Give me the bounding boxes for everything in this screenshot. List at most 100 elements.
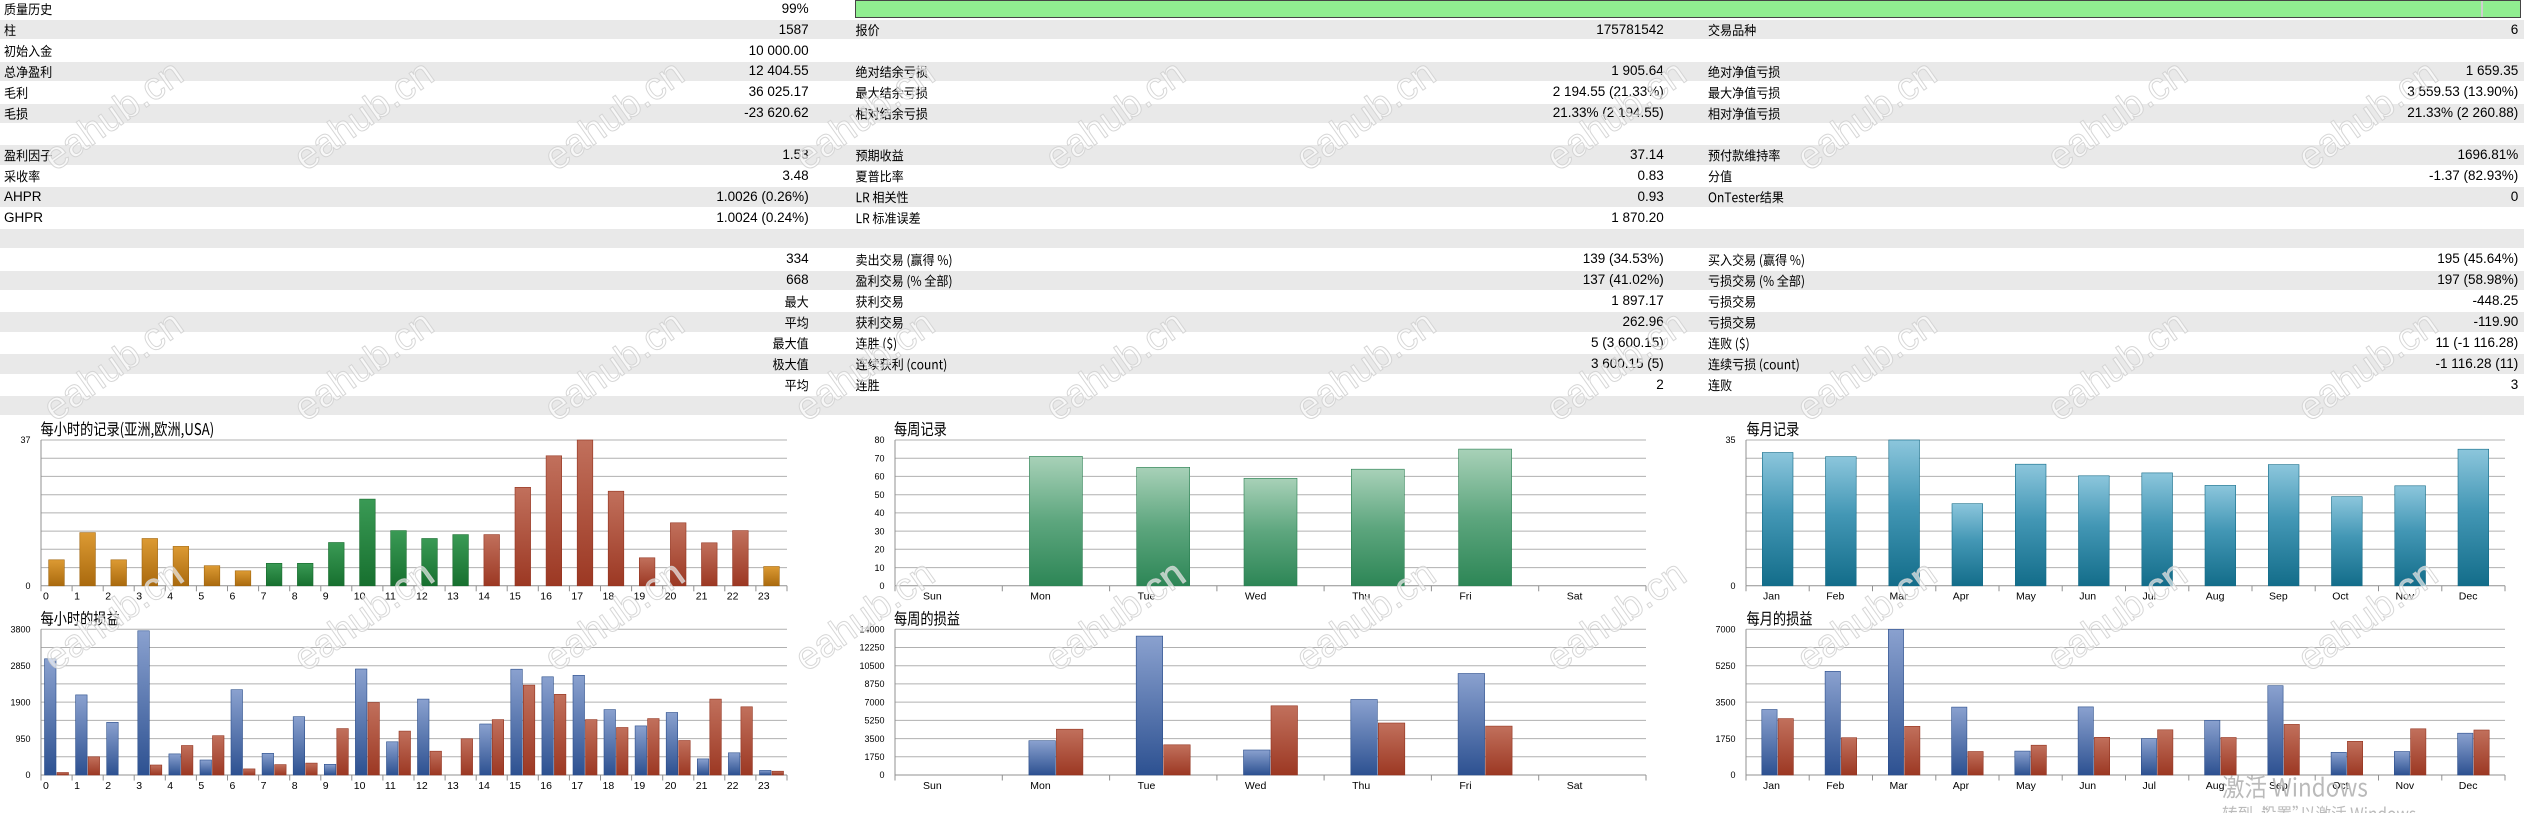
svg-text:eahub.cn: eahub.cn: [1789, 552, 1945, 680]
svg-text:60: 60: [874, 472, 884, 482]
svg-text:eahub.cn: eahub.cn: [2039, 302, 2195, 430]
svg-text:3800: 3800: [10, 625, 30, 635]
svg-text:23: 23: [758, 780, 770, 792]
svg-text:3: 3: [136, 780, 142, 792]
svg-text:Jun: Jun: [2079, 591, 2096, 603]
svg-text:Sun: Sun: [923, 780, 942, 792]
svg-text:Jul: Jul: [2143, 591, 2156, 603]
svg-text:Fri: Fri: [1459, 591, 1471, 603]
svg-text:12: 12: [416, 780, 428, 792]
svg-text:15: 15: [509, 591, 521, 603]
svg-text:10: 10: [354, 591, 366, 603]
svg-text:Jan: Jan: [1763, 591, 1780, 603]
svg-text:10: 10: [874, 563, 884, 573]
svg-text:2: 2: [105, 780, 111, 792]
svg-text:eahub.cn: eahub.cn: [35, 302, 191, 430]
svg-text:Wed: Wed: [1245, 780, 1267, 792]
svg-text:5250: 5250: [1715, 661, 1735, 671]
svg-text:0: 0: [25, 581, 30, 591]
svg-text:eahub.cn: eahub.cn: [2290, 52, 2446, 180]
svg-text:22: 22: [727, 780, 739, 792]
svg-text:eahub.cn: eahub.cn: [286, 52, 442, 180]
svg-text:Aug: Aug: [2206, 780, 2225, 792]
svg-text:1: 1: [74, 591, 80, 603]
svg-text:Apr: Apr: [1953, 780, 1970, 792]
svg-text:eahub.cn: eahub.cn: [536, 52, 692, 180]
svg-text:7: 7: [261, 780, 267, 792]
svg-text:eahub.cn: eahub.cn: [1288, 302, 1444, 430]
svg-text:5: 5: [198, 591, 204, 603]
svg-text:eahub.cn: eahub.cn: [2039, 52, 2195, 180]
svg-text:20: 20: [665, 780, 677, 792]
svg-text:Mar: Mar: [1890, 591, 1909, 603]
svg-text:Jun: Jun: [2079, 780, 2096, 792]
svg-text:40: 40: [874, 508, 884, 518]
svg-text:eahub.cn: eahub.cn: [1538, 302, 1694, 430]
svg-text:950: 950: [15, 734, 30, 744]
svg-text:Sat: Sat: [1567, 780, 1583, 792]
svg-text:13: 13: [447, 780, 459, 792]
svg-text:eahub.cn: eahub.cn: [1037, 302, 1193, 430]
svg-text:1: 1: [74, 780, 80, 792]
svg-text:Feb: Feb: [1826, 780, 1844, 792]
svg-text:12250: 12250: [859, 643, 884, 653]
svg-text:eahub.cn: eahub.cn: [1538, 52, 1694, 180]
svg-text:Feb: Feb: [1826, 591, 1844, 603]
svg-text:12: 12: [416, 591, 428, 603]
svg-text:70: 70: [874, 453, 884, 463]
svg-text:eahub.cn: eahub.cn: [787, 302, 943, 430]
svg-text:0: 0: [879, 770, 884, 780]
svg-text:Jul: Jul: [2143, 780, 2156, 792]
svg-text:eahub.cn: eahub.cn: [1538, 552, 1694, 680]
svg-text:0: 0: [43, 591, 49, 603]
svg-text:6: 6: [230, 591, 236, 603]
svg-text:Oct: Oct: [2332, 591, 2348, 603]
svg-text:20: 20: [665, 591, 677, 603]
svg-text:1750: 1750: [864, 752, 884, 762]
svg-text:30: 30: [874, 526, 884, 536]
svg-text:16: 16: [540, 591, 552, 603]
svg-text:eahub.cn: eahub.cn: [2039, 552, 2195, 680]
svg-text:50: 50: [874, 490, 884, 500]
svg-text:10: 10: [354, 780, 366, 792]
svg-text:3500: 3500: [1715, 697, 1735, 707]
svg-text:eahub.cn: eahub.cn: [286, 302, 442, 430]
svg-text:19: 19: [634, 591, 646, 603]
svg-text:7: 7: [261, 591, 267, 603]
svg-text:2: 2: [105, 591, 111, 603]
svg-text:Aug: Aug: [2206, 591, 2225, 603]
svg-text:6: 6: [230, 780, 236, 792]
svg-text:21: 21: [696, 780, 708, 792]
svg-text:9: 9: [323, 591, 329, 603]
svg-text:Jan: Jan: [1763, 780, 1780, 792]
svg-text:eahub.cn: eahub.cn: [1037, 52, 1193, 180]
svg-text:18: 18: [603, 591, 615, 603]
svg-text:eahub.cn: eahub.cn: [536, 302, 692, 430]
svg-text:0: 0: [43, 780, 49, 792]
svg-text:0: 0: [25, 770, 30, 780]
svg-text:15: 15: [509, 780, 521, 792]
svg-text:Tue: Tue: [1138, 591, 1156, 603]
svg-text:22: 22: [727, 591, 739, 603]
svg-text:0: 0: [1730, 581, 1735, 591]
svg-text:9: 9: [323, 780, 329, 792]
svg-text:17: 17: [571, 591, 583, 603]
svg-text:17: 17: [571, 780, 583, 792]
svg-text:Sun: Sun: [923, 591, 942, 603]
svg-text:7000: 7000: [864, 697, 884, 707]
svg-text:Nov: Nov: [2396, 780, 2415, 792]
svg-text:Mon: Mon: [1030, 591, 1051, 603]
svg-text:19: 19: [634, 780, 646, 792]
svg-text:Wed: Wed: [1245, 591, 1267, 603]
svg-text:Thu: Thu: [1352, 780, 1370, 792]
svg-text:Dec: Dec: [2459, 780, 2478, 792]
svg-text:4: 4: [167, 780, 173, 792]
svg-text:eahub.cn: eahub.cn: [2290, 552, 2446, 680]
svg-text:21: 21: [696, 591, 708, 603]
svg-text:37: 37: [20, 435, 30, 445]
svg-text:8: 8: [292, 591, 298, 603]
svg-text:eahub.cn: eahub.cn: [787, 52, 943, 180]
svg-text:35: 35: [1725, 435, 1735, 445]
svg-text:2850: 2850: [10, 661, 30, 671]
svg-text:Mar: Mar: [1890, 780, 1909, 792]
